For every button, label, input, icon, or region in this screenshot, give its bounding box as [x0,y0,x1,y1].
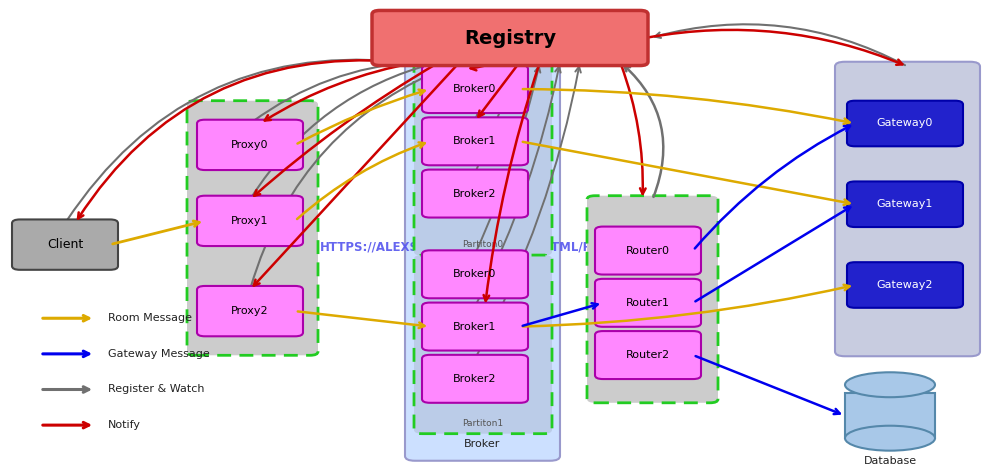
FancyBboxPatch shape [422,250,528,298]
FancyBboxPatch shape [845,393,935,438]
Text: Notify: Notify [108,420,141,430]
FancyBboxPatch shape [197,286,303,336]
FancyBboxPatch shape [422,117,528,165]
FancyBboxPatch shape [847,101,963,146]
FancyBboxPatch shape [422,170,528,218]
FancyBboxPatch shape [197,196,303,246]
Text: Broker0: Broker0 [453,84,497,94]
Text: HTTPS://ALEXSTOCKS.GITHUB.IO/HTML/PUBSUB.HTML: HTTPS://ALEXSTOCKS.GITHUB.IO/HTML/PUBSUB… [320,240,680,254]
Text: Broker1: Broker1 [453,136,497,146]
FancyBboxPatch shape [422,355,528,403]
FancyBboxPatch shape [414,255,552,434]
Text: Partiton0: Partiton0 [462,240,503,249]
FancyBboxPatch shape [372,10,648,66]
FancyBboxPatch shape [422,65,528,113]
Text: Broker2: Broker2 [453,189,497,199]
FancyBboxPatch shape [414,44,552,256]
Text: Proxy1: Proxy1 [231,216,269,226]
Text: Gateway Message: Gateway Message [108,349,210,359]
Text: Proxy0: Proxy0 [231,140,269,150]
FancyBboxPatch shape [847,262,963,308]
Text: Proxy2: Proxy2 [231,306,269,316]
FancyBboxPatch shape [835,62,980,356]
FancyBboxPatch shape [422,303,528,351]
Text: Broker2: Broker2 [453,374,497,384]
FancyBboxPatch shape [595,279,701,327]
Ellipse shape [845,372,935,397]
Text: Partiton1: Partiton1 [462,418,503,428]
Text: Database: Database [863,456,917,466]
Text: Router0: Router0 [626,246,670,256]
Text: Router2: Router2 [626,350,670,360]
Text: Gateway1: Gateway1 [877,199,933,209]
FancyBboxPatch shape [595,227,701,275]
Text: Gateway0: Gateway0 [877,118,933,129]
Ellipse shape [845,426,935,451]
Text: Client: Client [47,238,83,251]
Text: Broker: Broker [464,439,501,449]
FancyBboxPatch shape [595,331,701,379]
Text: Room Message: Room Message [108,313,192,323]
FancyBboxPatch shape [197,120,303,170]
Text: Broker1: Broker1 [453,322,497,332]
FancyBboxPatch shape [12,219,118,270]
FancyBboxPatch shape [847,181,963,227]
Text: Router1: Router1 [626,298,670,308]
FancyBboxPatch shape [587,196,718,403]
FancyBboxPatch shape [405,24,560,461]
Text: Registry: Registry [464,28,556,48]
Text: Gateway2: Gateway2 [877,280,933,290]
FancyBboxPatch shape [187,101,318,355]
Text: Broker0: Broker0 [453,269,497,279]
Text: Register & Watch: Register & Watch [108,384,205,395]
